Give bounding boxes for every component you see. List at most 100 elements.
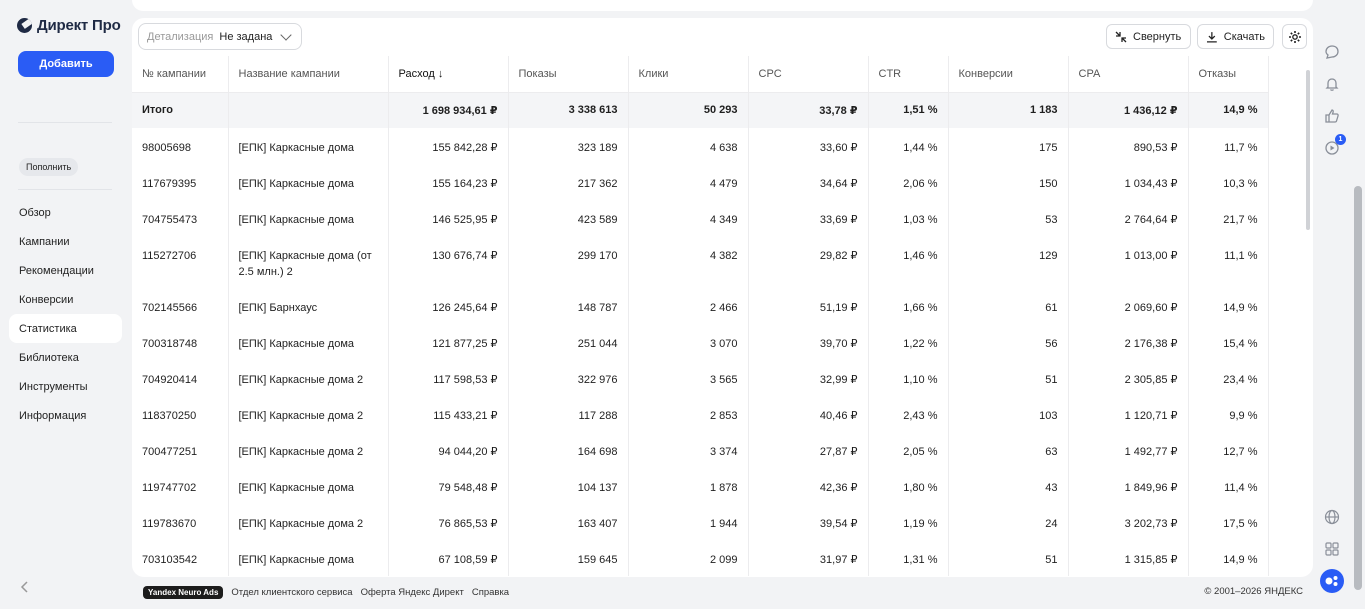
campaign-name-cell[interactable]: [ЕПК] Каркасные дома 2 xyxy=(228,396,389,432)
campaign-name-cell[interactable]: [ЕПК] Каркасные дома (от 2.5 млн.) 2 xyxy=(228,236,389,288)
campaign-id-cell[interactable]: 703103542 xyxy=(132,540,229,576)
sidebar-item-campaigns[interactable]: Кампании xyxy=(19,235,70,248)
column-header-bounces[interactable]: Отказы xyxy=(1188,56,1269,93)
campaign-id-cell[interactable]: 98005698 xyxy=(132,128,229,164)
table-row[interactable]: 700477251 [ЕПК] Каркасные дома 2 94 044,20… xyxy=(132,432,1269,468)
metric-cell: 14,9 % xyxy=(1188,540,1269,576)
table-row[interactable]: 703103542 [ЕПК] Каркасные дома 67 108,59 ₽… xyxy=(132,540,1269,576)
metric-cell: 56 xyxy=(948,324,1069,360)
table-row[interactable]: 702145566 [ЕПК] Барнхаус 126 245,64 ₽148 7… xyxy=(132,288,1269,324)
metric-cell: 23,4 % xyxy=(1188,360,1269,396)
metric-cell: 2 176,38 ₽ xyxy=(1068,324,1189,360)
detail-select[interactable]: Детализация Не задана xyxy=(138,23,302,50)
table-row[interactable]: 115272706 [ЕПК] Каркасные дома (от 2.5 мл… xyxy=(132,236,1269,288)
column-header-campaign-name[interactable]: Название кампании xyxy=(228,56,389,93)
campaign-id-cell[interactable]: 700477251 xyxy=(132,432,229,468)
metric-cell: 3 565 xyxy=(628,360,749,396)
campaign-id-cell[interactable]: 700318748 xyxy=(132,324,229,360)
column-header-clicks[interactable]: Клики xyxy=(628,56,749,93)
bell-icon[interactable] xyxy=(1323,75,1340,92)
column-header-conversions[interactable]: Конверсии xyxy=(948,56,1069,93)
sidebar-item-library[interactable]: Библиотека xyxy=(19,351,79,364)
sidebar-item-conversions[interactable]: Конверсии xyxy=(19,293,74,306)
column-header-impressions[interactable]: Показы xyxy=(508,56,629,93)
total-cell: 50 293 xyxy=(628,92,749,128)
sidebar-item-overview[interactable]: Обзор xyxy=(19,206,51,219)
page-scrollbar[interactable] xyxy=(1354,186,1362,590)
sidebar-item-statistics[interactable]: Статистика xyxy=(9,314,122,343)
metric-cell: 3 374 xyxy=(628,432,749,468)
campaign-name-cell[interactable]: [ЕПК] Каркасные дома 2 xyxy=(228,432,389,468)
column-header-ctr[interactable]: CTR xyxy=(868,56,949,93)
download-button[interactable]: Скачать xyxy=(1197,24,1274,49)
campaign-id-cell[interactable]: 119783670 xyxy=(132,504,229,540)
metric-cell: 11,1 % xyxy=(1188,236,1269,288)
campaign-name-cell[interactable]: [ЕПК] Каркасные дома xyxy=(228,164,389,200)
topup-button[interactable]: Пополнить xyxy=(19,158,79,176)
metric-cell: 2,06 % xyxy=(868,164,949,200)
campaign-name-cell[interactable]: [ЕПК] Каркасные дома 2 xyxy=(228,504,389,540)
column-header-campaign-id[interactable]: № кампании xyxy=(132,56,229,93)
metric-cell: 2 764,64 ₽ xyxy=(1068,200,1189,236)
campaign-name-cell[interactable]: [ЕПК] Барнхаус xyxy=(228,288,389,324)
campaign-name-cell[interactable]: [ЕПК] Каркасные дома xyxy=(228,468,389,504)
campaign-name-cell[interactable]: [ЕПК] Каркасные дома xyxy=(228,324,389,360)
neuro-ads-badge[interactable]: Yandex Neuro Ads xyxy=(143,585,224,599)
chat-icon[interactable] xyxy=(1323,43,1340,60)
metric-cell: 890,53 ₽ xyxy=(1068,128,1189,164)
metric-cell: 3 202,73 ₽ xyxy=(1068,504,1189,540)
thumbs-up-icon[interactable] xyxy=(1323,107,1340,124)
metric-cell: 130 676,74 ₽ xyxy=(388,236,509,288)
statistics-card: Детализация Не задана Свернуть Скачать xyxy=(132,18,1313,577)
detail-value: Не задана xyxy=(219,30,273,43)
campaign-id-cell[interactable]: 702145566 xyxy=(132,288,229,324)
table-row[interactable]: 700318748 [ЕПК] Каркасные дома 121 877,25 … xyxy=(132,324,1269,360)
video-play-icon[interactable]: 1 xyxy=(1323,134,1346,156)
table-row[interactable]: 98005698 [ЕПК] Каркасные дома 155 842,28 ₽… xyxy=(132,128,1269,164)
table-row[interactable]: 704920414 [ЕПК] Каркасные дома 2 117 598,5… xyxy=(132,360,1269,396)
footer-link[interactable]: Справка xyxy=(471,586,510,598)
statistics-table: № кампании Название кампании Расход ↓ По… xyxy=(132,56,1269,576)
logo[interactable]: Директ Про xyxy=(17,17,121,34)
column-header-cpa[interactable]: CPA xyxy=(1068,56,1189,93)
metric-cell: 423 589 xyxy=(508,200,629,236)
sidebar-item-tools[interactable]: Инструменты xyxy=(19,380,88,393)
campaign-id-cell[interactable]: 115272706 xyxy=(132,236,229,288)
table-scrollbar[interactable] xyxy=(1306,70,1310,230)
campaign-id-cell[interactable]: 117679395 xyxy=(132,164,229,200)
column-header-cpc[interactable]: CPC xyxy=(748,56,869,93)
assistant-avatar-icon[interactable] xyxy=(1320,569,1344,593)
add-button[interactable]: Добавить xyxy=(18,51,114,77)
globe-icon[interactable] xyxy=(1323,508,1340,525)
campaign-name-cell[interactable]: [ЕПК] Каркасные дома xyxy=(228,200,389,236)
table-row[interactable]: 119783670 [ЕПК] Каркасные дома 2 76 865,53… xyxy=(132,504,1269,540)
metric-cell: 1 849,96 ₽ xyxy=(1068,468,1189,504)
campaign-id-cell[interactable]: 704755473 xyxy=(132,200,229,236)
collapse-button[interactable]: Свернуть xyxy=(1106,24,1191,49)
column-header-spend[interactable]: Расход ↓ xyxy=(388,56,509,93)
campaign-id-cell[interactable]: 119747702 xyxy=(132,468,229,504)
campaign-name-cell[interactable]: [ЕПК] Каркасные дома xyxy=(228,540,389,576)
footer-link[interactable]: Оферта Яндекс Директ xyxy=(360,586,464,598)
footer-link[interactable]: Отдел клиентского сервиса xyxy=(231,586,353,598)
footer: Yandex Neuro Ads Отдел клиентского серви… xyxy=(143,585,1303,599)
sidebar-item-recommendations[interactable]: Рекомендации xyxy=(19,264,94,277)
gear-icon xyxy=(1288,30,1301,43)
metric-cell: 27,87 ₽ xyxy=(748,432,869,468)
campaign-id-cell[interactable]: 118370250 xyxy=(132,396,229,432)
metric-cell: 126 245,64 ₽ xyxy=(388,288,509,324)
apps-grid-icon[interactable] xyxy=(1323,540,1340,557)
notification-badge: 1 xyxy=(1335,134,1346,145)
collapse-sidebar-icon[interactable] xyxy=(20,580,30,593)
campaign-name-cell[interactable]: [ЕПК] Каркасные дома 2 xyxy=(228,360,389,396)
table-row[interactable]: 118370250 [ЕПК] Каркасные дома 2 115 433,2… xyxy=(132,396,1269,432)
table-row[interactable]: 704755473 [ЕПК] Каркасные дома 146 525,95 … xyxy=(132,200,1269,236)
settings-button[interactable] xyxy=(1282,24,1307,49)
table-row[interactable]: 117679395 [ЕПК] Каркасные дома 155 164,23 … xyxy=(132,164,1269,200)
metric-cell: 1,03 % xyxy=(868,200,949,236)
sidebar-item-info[interactable]: Информация xyxy=(19,409,87,422)
metric-cell: 251 044 xyxy=(508,324,629,360)
table-row[interactable]: 119747702 [ЕПК] Каркасные дома 79 548,48 ₽… xyxy=(132,468,1269,504)
campaign-name-cell[interactable]: [ЕПК] Каркасные дома xyxy=(228,128,389,164)
campaign-id-cell[interactable]: 704920414 xyxy=(132,360,229,396)
